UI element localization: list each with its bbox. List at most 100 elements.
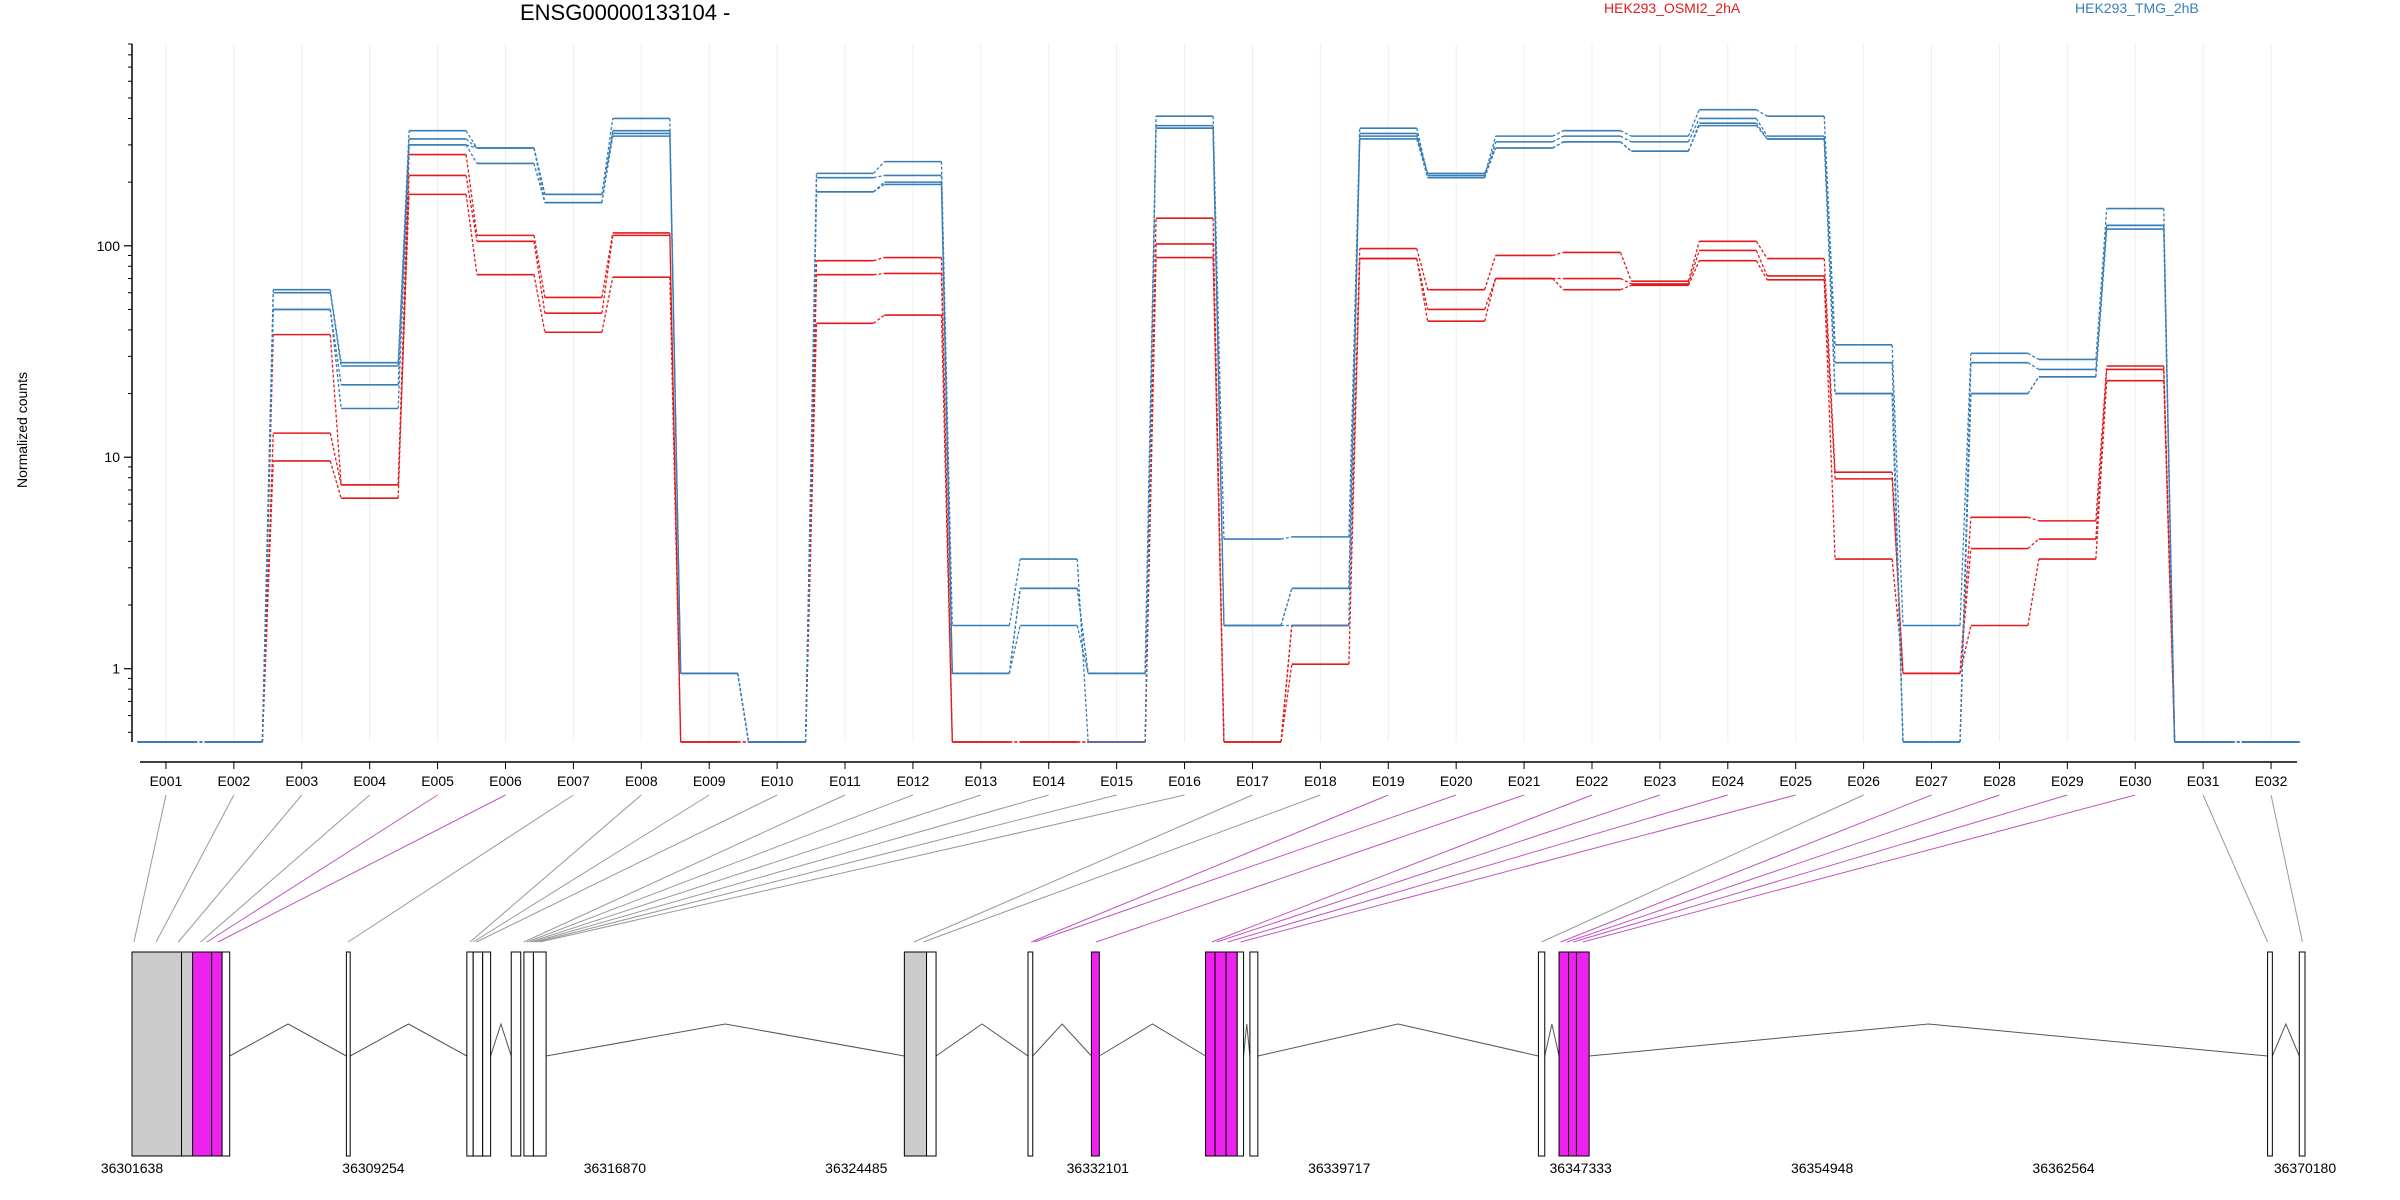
exon-e008 [472,951,484,1157]
exon-e018 [1214,951,1227,1157]
exon-e014 [926,951,937,1157]
data-connector [465,154,478,236]
gridlines [165,44,2272,742]
data-connector [329,309,342,409]
data-connector [1348,138,1361,626]
data-connector [1959,353,1972,626]
data-connector [465,130,478,149]
data-connector [940,315,953,743]
x-tick-label-e014: E014 [1032,773,1065,789]
x-tick-label-e017: E017 [1236,773,1269,789]
data-connector [669,277,682,743]
data-connector [669,133,682,674]
data-connector [940,184,953,674]
x-tick-label-e010: E010 [761,773,794,789]
data-connector [1416,258,1429,322]
data-connector [533,147,546,195]
axes: 1 10 100 E001 E002 E003 E004 E005 E006 E007 E008 E0… [97,43,2297,789]
coordinate-label: 36332101 [1067,1160,1130,1176]
data-connector [1416,135,1429,174]
data-connector [2027,376,2040,394]
data-connector [1620,135,1632,143]
exon-link-e027 [1560,794,1932,943]
coordinate-label: 36301638 [101,1160,164,1176]
data-connector [1959,625,1972,674]
x-tick-label-e013: E013 [964,773,997,789]
data-connector [2095,225,2108,377]
data-connector [1620,277,1632,285]
data-connector [1076,588,1089,674]
data-connector [329,292,342,367]
exon-link-e018 [923,794,1321,943]
exon-link-e010 [476,794,778,943]
data-connector [1280,588,1293,626]
data-connector [329,460,342,499]
data-connector [1755,109,1768,117]
data-connector [601,232,614,298]
legend-entry-series-b: HEK293_TMG_2hB [2075,0,2199,16]
data-connector [2095,369,2108,540]
exon-e021 [1249,951,1259,1157]
series-1 [137,153,2300,743]
data-connector [1212,257,1225,743]
data-connector [873,314,885,324]
exon-e020 [1236,951,1245,1157]
x-tick-label-e029: E029 [2051,773,2084,789]
data-connector [533,147,546,203]
exon-link-e017 [913,794,1253,943]
coordinate-label: 36309254 [342,1160,405,1176]
data-connector [1280,664,1293,743]
data-connector [1212,128,1225,626]
data-connector [329,334,342,485]
legend-entry-series-a: HEK293_OSMI2_2hA [1604,0,1741,16]
x-tick-label-e020: E020 [1440,773,1473,789]
exon-link-e003 [177,794,303,943]
data-connector [1144,128,1157,674]
exon-link-e020 [1034,794,1457,943]
exon-link-e006 [217,794,506,943]
data-connector [1008,625,1021,674]
intron [1544,1023,1560,1057]
exon-e023 [1558,951,1570,1157]
data-connector [1687,241,1700,282]
exon-e006 [345,951,351,1157]
x-tick-label-e026: E026 [1847,773,1880,789]
data-connector [1687,118,1700,143]
data-connector [1620,130,1632,137]
data-connector [1552,135,1564,143]
y-tick-label: 100 [97,238,121,254]
data-connector [1687,125,1700,152]
exon-links [133,794,2303,943]
data-connector [1484,278,1497,322]
exon-e003 [192,951,213,1157]
exon-link-e015 [536,794,1117,943]
data-connector [1755,118,1768,137]
series-lines [137,108,2300,743]
data-connector [1823,258,1836,473]
exon-e001 [131,951,183,1157]
data-connector [601,235,614,314]
x-tick-label-e012: E012 [897,773,930,789]
exon-e010 [510,951,522,1157]
exon-e013 [903,951,928,1157]
data-connector [2095,208,2108,360]
data-connector [533,163,546,203]
data-connector [1687,250,1700,285]
x-tick-label-e019: E019 [1372,773,1405,789]
y-tick-label: 1 [112,661,120,677]
exon-e017 [1205,951,1216,1157]
intron [1257,1023,1539,1057]
exon-e005 [221,951,231,1157]
data-connector [1416,258,1429,310]
data-connector [1755,240,1768,259]
data-connector [1076,625,1089,674]
data-connector [873,174,885,179]
data-connector [601,277,614,333]
data-connector [1144,243,1157,743]
intron [1243,1023,1251,1057]
gene-model: 36301638 36309254 36316870 36324485 36332101… [101,951,2336,1176]
exon-link-e008 [469,794,642,943]
intron [1099,1023,1206,1057]
data-connector [533,235,546,298]
